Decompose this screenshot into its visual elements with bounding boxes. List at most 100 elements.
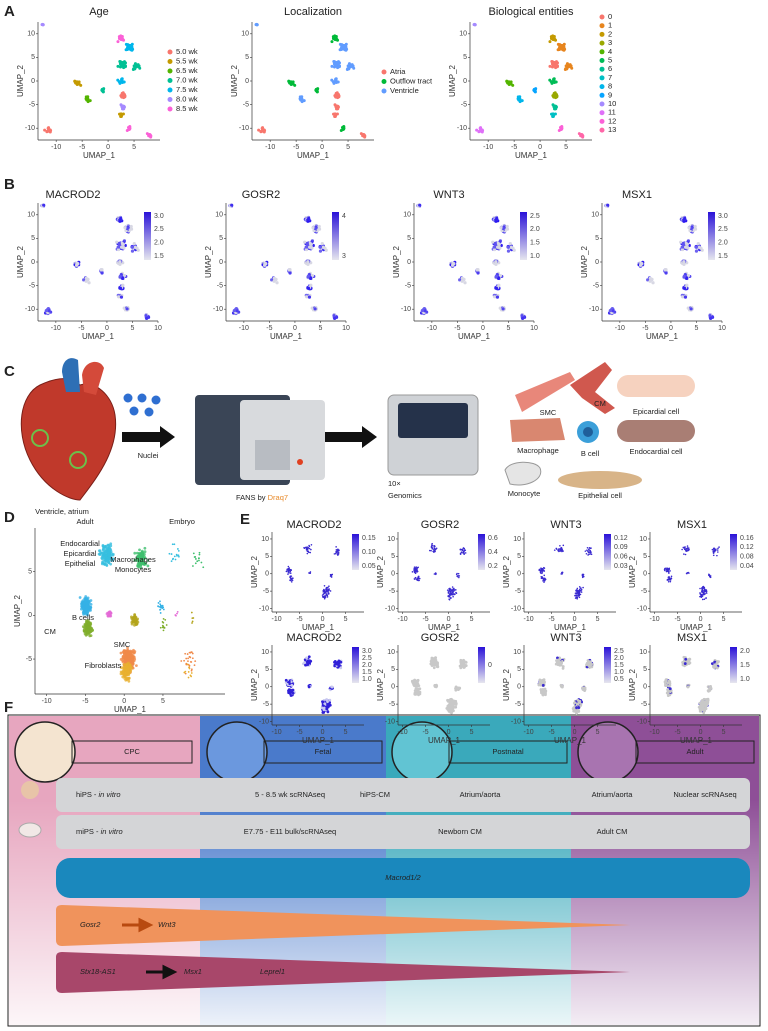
cell-point — [325, 698, 328, 701]
cell-point — [541, 568, 543, 570]
cell-point — [290, 684, 293, 687]
cell-point — [463, 550, 465, 552]
heart — [21, 379, 115, 500]
y-tick-label: 10 — [591, 212, 599, 219]
cell-point — [465, 664, 468, 667]
cell-point — [135, 247, 138, 250]
y-tick-label: -5 — [515, 588, 521, 595]
y-tick-label: -10 — [239, 125, 249, 132]
cell-point — [639, 262, 642, 265]
legend-label: 11 — [608, 108, 616, 117]
cell-point — [129, 659, 132, 662]
cell-point — [335, 546, 337, 548]
y-tick-label: 5 — [391, 666, 395, 673]
x-axis-label: UMAP_1 — [302, 736, 335, 745]
cell-point — [336, 105, 339, 108]
cell-point — [86, 626, 89, 629]
cell-point — [149, 134, 152, 137]
x-tick-label: -5 — [642, 325, 648, 332]
cell-point — [664, 271, 667, 274]
cell-point — [665, 567, 667, 569]
cell-point — [130, 650, 133, 653]
cell-point — [476, 271, 479, 274]
cell-point — [577, 699, 580, 702]
cell-point — [555, 94, 558, 97]
y-tick-label: 5 — [517, 666, 521, 673]
legend-label: 6 — [608, 64, 612, 73]
cell-point — [104, 545, 107, 548]
cell-point — [159, 603, 161, 605]
cell-point — [42, 204, 45, 207]
cluster-label: Monocytes — [115, 565, 152, 574]
cell-point — [99, 552, 102, 555]
y-tick-label: -5 — [389, 588, 395, 595]
cell-point — [102, 87, 105, 90]
cell-point — [509, 242, 512, 245]
cell-point — [191, 672, 193, 674]
cell-point — [308, 296, 311, 299]
cell-point — [194, 664, 196, 666]
cell-point — [651, 281, 654, 284]
cell-point — [418, 687, 421, 690]
legend-label: 7.0 wk — [176, 75, 198, 84]
colorbar — [478, 647, 485, 683]
cell-point — [121, 242, 124, 245]
cell-point — [681, 549, 683, 551]
cell-point — [314, 307, 317, 310]
cell-point — [448, 598, 450, 600]
cell-point — [337, 665, 340, 668]
cell-point — [123, 666, 126, 669]
cell-point — [579, 596, 581, 598]
cell-point — [588, 660, 591, 663]
legend-swatch — [168, 88, 173, 93]
colorbar-label: 2.0 — [154, 240, 164, 247]
nuclei-dots — [124, 394, 161, 417]
legend-swatch — [382, 70, 387, 75]
cell-point — [73, 80, 76, 83]
cell-point — [100, 268, 103, 271]
legend-swatch — [600, 110, 605, 115]
cell-point — [307, 661, 310, 664]
cell-point — [550, 82, 553, 85]
cell-point — [415, 566, 417, 568]
legend-swatch — [382, 79, 387, 84]
legend-label: 9 — [608, 90, 612, 99]
cell-point — [173, 543, 175, 545]
cell-point — [86, 598, 89, 601]
colorbar-label: 0.05 — [362, 563, 376, 570]
y-tick-label: 5 — [517, 553, 521, 560]
cell-point — [491, 241, 494, 244]
cell-label: SMC — [540, 408, 557, 417]
colorbar-label: 1.0 — [530, 253, 540, 260]
cell-point — [575, 592, 577, 594]
cell-point — [131, 661, 134, 664]
cell-point — [101, 557, 104, 560]
cell-point — [334, 103, 337, 106]
cell-point — [507, 246, 510, 249]
cell-point — [308, 545, 310, 547]
cell-point — [100, 271, 103, 274]
y-tick-label: -10 — [25, 306, 35, 313]
cell-point — [128, 127, 131, 130]
cell-point — [323, 590, 325, 592]
x-tick-label: -10 — [615, 325, 625, 332]
cell-point — [435, 574, 437, 576]
cell-point — [582, 688, 585, 691]
cell-point — [324, 585, 326, 587]
cell-point — [88, 606, 91, 609]
cell-point — [494, 218, 497, 221]
legend-swatch — [382, 89, 387, 94]
cell-point — [562, 46, 565, 49]
cell-point — [648, 280, 651, 283]
colorbar-label: 2.0 — [362, 662, 372, 669]
cell-point — [554, 549, 556, 551]
y-axis-label: UMAP_2 — [250, 555, 259, 588]
cell-point — [577, 590, 579, 592]
cell-point — [124, 675, 127, 678]
cell-point — [576, 703, 579, 706]
legend-label: 4 — [608, 47, 612, 56]
cell-point — [319, 246, 322, 249]
cell-point — [307, 287, 310, 290]
cell-point — [709, 317, 712, 320]
cell-point — [695, 246, 698, 249]
